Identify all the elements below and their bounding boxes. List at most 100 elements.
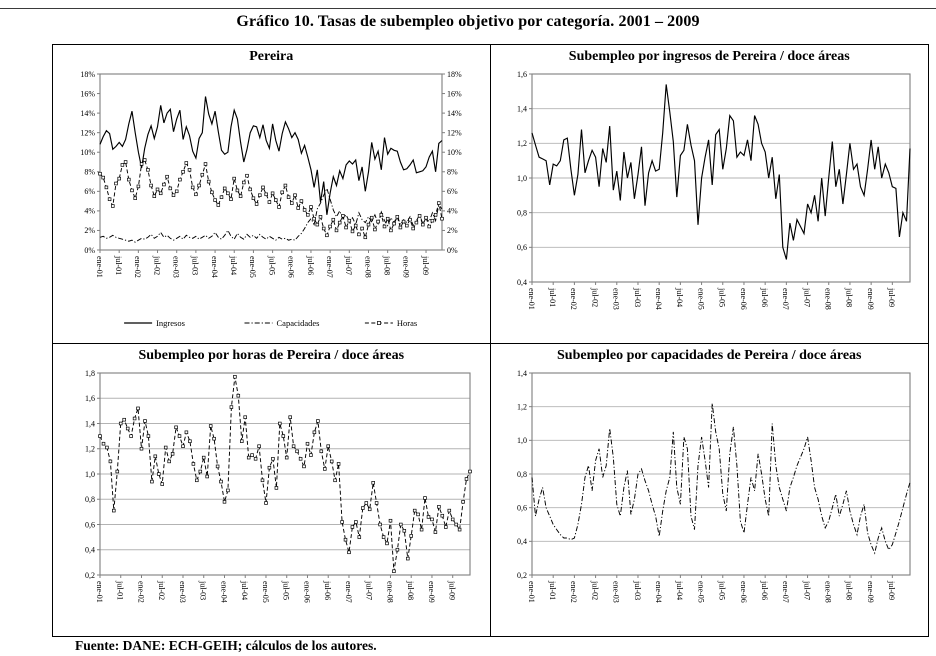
top-rule [0,8,936,9]
svg-text:ene-08: ene-08 [364,256,373,278]
svg-text:jul-03: jul-03 [633,580,642,600]
svg-text:ene-04: ene-04 [220,581,229,603]
svg-text:0,8: 0,8 [85,495,95,504]
svg-text:1,4: 1,4 [85,419,95,428]
svg-text:0,4: 0,4 [85,546,95,555]
svg-text:8%: 8% [85,168,96,177]
svg-text:1,6: 1,6 [85,394,95,403]
svg-text:ene-05: ene-05 [261,581,270,603]
svg-text:jul-06: jul-06 [760,287,769,307]
svg-text:jul-05: jul-05 [718,287,727,307]
figure-grid: Pereira 0% 0% 2% 2% 4% 4% 6% 6% 8% 8% 10% 10% 12% 12%… [52,44,929,637]
svg-text:ene-08: ene-08 [824,288,833,310]
svg-text:0%: 0% [447,246,458,255]
svg-text:ene-02: ene-02 [137,581,146,603]
svg-text:ene-02: ene-02 [133,256,142,278]
svg-text:18%: 18% [81,70,96,79]
svg-text:ene-08: ene-08 [824,581,833,603]
svg-text:jul-09: jul-09 [421,255,430,275]
svg-text:jul-03: jul-03 [633,287,642,307]
svg-text:jul-08: jul-08 [383,255,392,275]
svg-text:10%: 10% [447,148,462,157]
chart-title-pereira: Pereira [249,49,294,64]
svg-text:0,6: 0,6 [517,243,527,252]
svg-text:1,0: 1,0 [85,470,95,479]
svg-text:16%: 16% [81,89,96,98]
svg-text:1,4: 1,4 [517,369,527,378]
svg-text:12%: 12% [81,128,96,137]
svg-text:jul-04: jul-04 [240,580,249,600]
svg-text:jul-07: jul-07 [365,580,374,600]
pereira-line-chart: 0% 0% 2% 2% 4% 4% 6% 6% 8% 8% 10% 10% 12% 12% 14% 14% 16… [53,66,490,338]
svg-text:jul-05: jul-05 [282,580,291,600]
svg-text:ene-05: ene-05 [248,256,257,278]
svg-text:jul-05: jul-05 [718,580,727,600]
svg-text:ene-09: ene-09 [866,581,875,603]
svg-text:6%: 6% [85,187,96,196]
svg-text:1,8: 1,8 [85,369,95,378]
svg-text:jul-04: jul-04 [229,255,238,275]
svg-text:jul-06: jul-06 [760,580,769,600]
panel-capacidades-ratio: Subempleo por capacidades de Pereira / d… [491,344,929,636]
svg-text:1,4: 1,4 [517,104,527,113]
svg-text:jul-01: jul-01 [548,287,557,307]
svg-text:ene-03: ene-03 [612,581,621,603]
svg-text:jul-01: jul-01 [116,580,125,600]
figure-caption: Gráfico 10. Tasas de subempleo objetivo … [236,13,700,30]
horas-ratio-line-chart: 0,2 0,4 0,6 0,8 1,0 1,2 1,4 1,6 1,8 ene-01 jul-01 e… [53,365,490,629]
ingresos-ratio-line-chart: 0,4 0,6 0,8 1,0 1,2 1,4 1,6 ene-01 jul-01 ene-02 j… [491,66,929,336]
svg-text:1,2: 1,2 [85,445,95,454]
panel-horas-ratio: Subempleo por horas de Pereira / doce ár… [53,344,491,636]
svg-text:jul-03: jul-03 [191,255,200,275]
svg-text:ene-07: ene-07 [781,581,790,603]
panel-ingresos-ratio: Subempleo por ingresos de Pereira / doce… [490,45,929,344]
svg-text:jul-09: jul-09 [448,580,457,600]
svg-text:jul-02: jul-02 [591,580,600,600]
svg-text:ene-02: ene-02 [569,581,578,603]
svg-text:jul-09: jul-09 [887,580,896,600]
svg-text:ene-06: ene-06 [739,581,748,603]
chart-title-horas-ratio: Subempleo por horas de Pereira / doce ár… [138,348,405,363]
svg-text:ene-05: ene-05 [697,288,706,310]
svg-text:ene-06: ene-06 [303,581,312,603]
svg-text:14%: 14% [81,109,96,118]
svg-text:8%: 8% [447,168,458,177]
svg-text:ene-09: ene-09 [866,288,875,310]
svg-text:0,2: 0,2 [517,571,527,580]
svg-text:1,2: 1,2 [517,139,527,148]
svg-text:jul-02: jul-02 [591,287,600,307]
svg-text:jul-02: jul-02 [157,580,166,600]
svg-text:Capacidades: Capacidades [277,318,320,328]
svg-text:ene-08: ene-08 [386,581,395,603]
svg-text:0,4: 0,4 [517,537,527,546]
svg-text:12%: 12% [447,128,462,137]
svg-text:0,8: 0,8 [517,208,527,217]
svg-text:2%: 2% [447,226,458,235]
chart-title-capacidades-ratio: Subempleo por capacidades de Pereira / d… [557,348,862,363]
svg-text:jul-08: jul-08 [845,287,854,307]
svg-text:0,2: 0,2 [85,571,95,580]
svg-text:ene-05: ene-05 [697,581,706,603]
panel-pereira: Pereira 0% 0% 2% 2% 4% 4% 6% 6% 8% 8% 10% 10% 12% 12%… [53,45,491,344]
svg-text:ene-01: ene-01 [527,288,536,310]
svg-text:jul-07: jul-07 [803,287,812,307]
svg-text:ene-04: ene-04 [654,288,663,310]
svg-text:jul-03: jul-03 [199,580,208,600]
svg-text:0,8: 0,8 [517,470,527,479]
svg-text:Horas: Horas [397,318,417,328]
svg-text:ene-09: ene-09 [427,581,436,603]
svg-text:2%: 2% [85,226,96,235]
svg-text:0,6: 0,6 [517,503,527,512]
svg-text:1,2: 1,2 [517,402,527,411]
svg-text:jul-08: jul-08 [845,580,854,600]
svg-text:1,0: 1,0 [517,174,527,183]
svg-text:jul-08: jul-08 [406,580,415,600]
svg-text:ene-04: ene-04 [654,581,663,603]
svg-text:ene-01: ene-01 [95,581,104,603]
svg-text:14%: 14% [447,109,462,118]
svg-text:0,4: 0,4 [517,278,527,287]
svg-text:jul-02: jul-02 [153,255,162,275]
svg-text:ene-01: ene-01 [527,581,536,603]
svg-text:6%: 6% [447,187,458,196]
